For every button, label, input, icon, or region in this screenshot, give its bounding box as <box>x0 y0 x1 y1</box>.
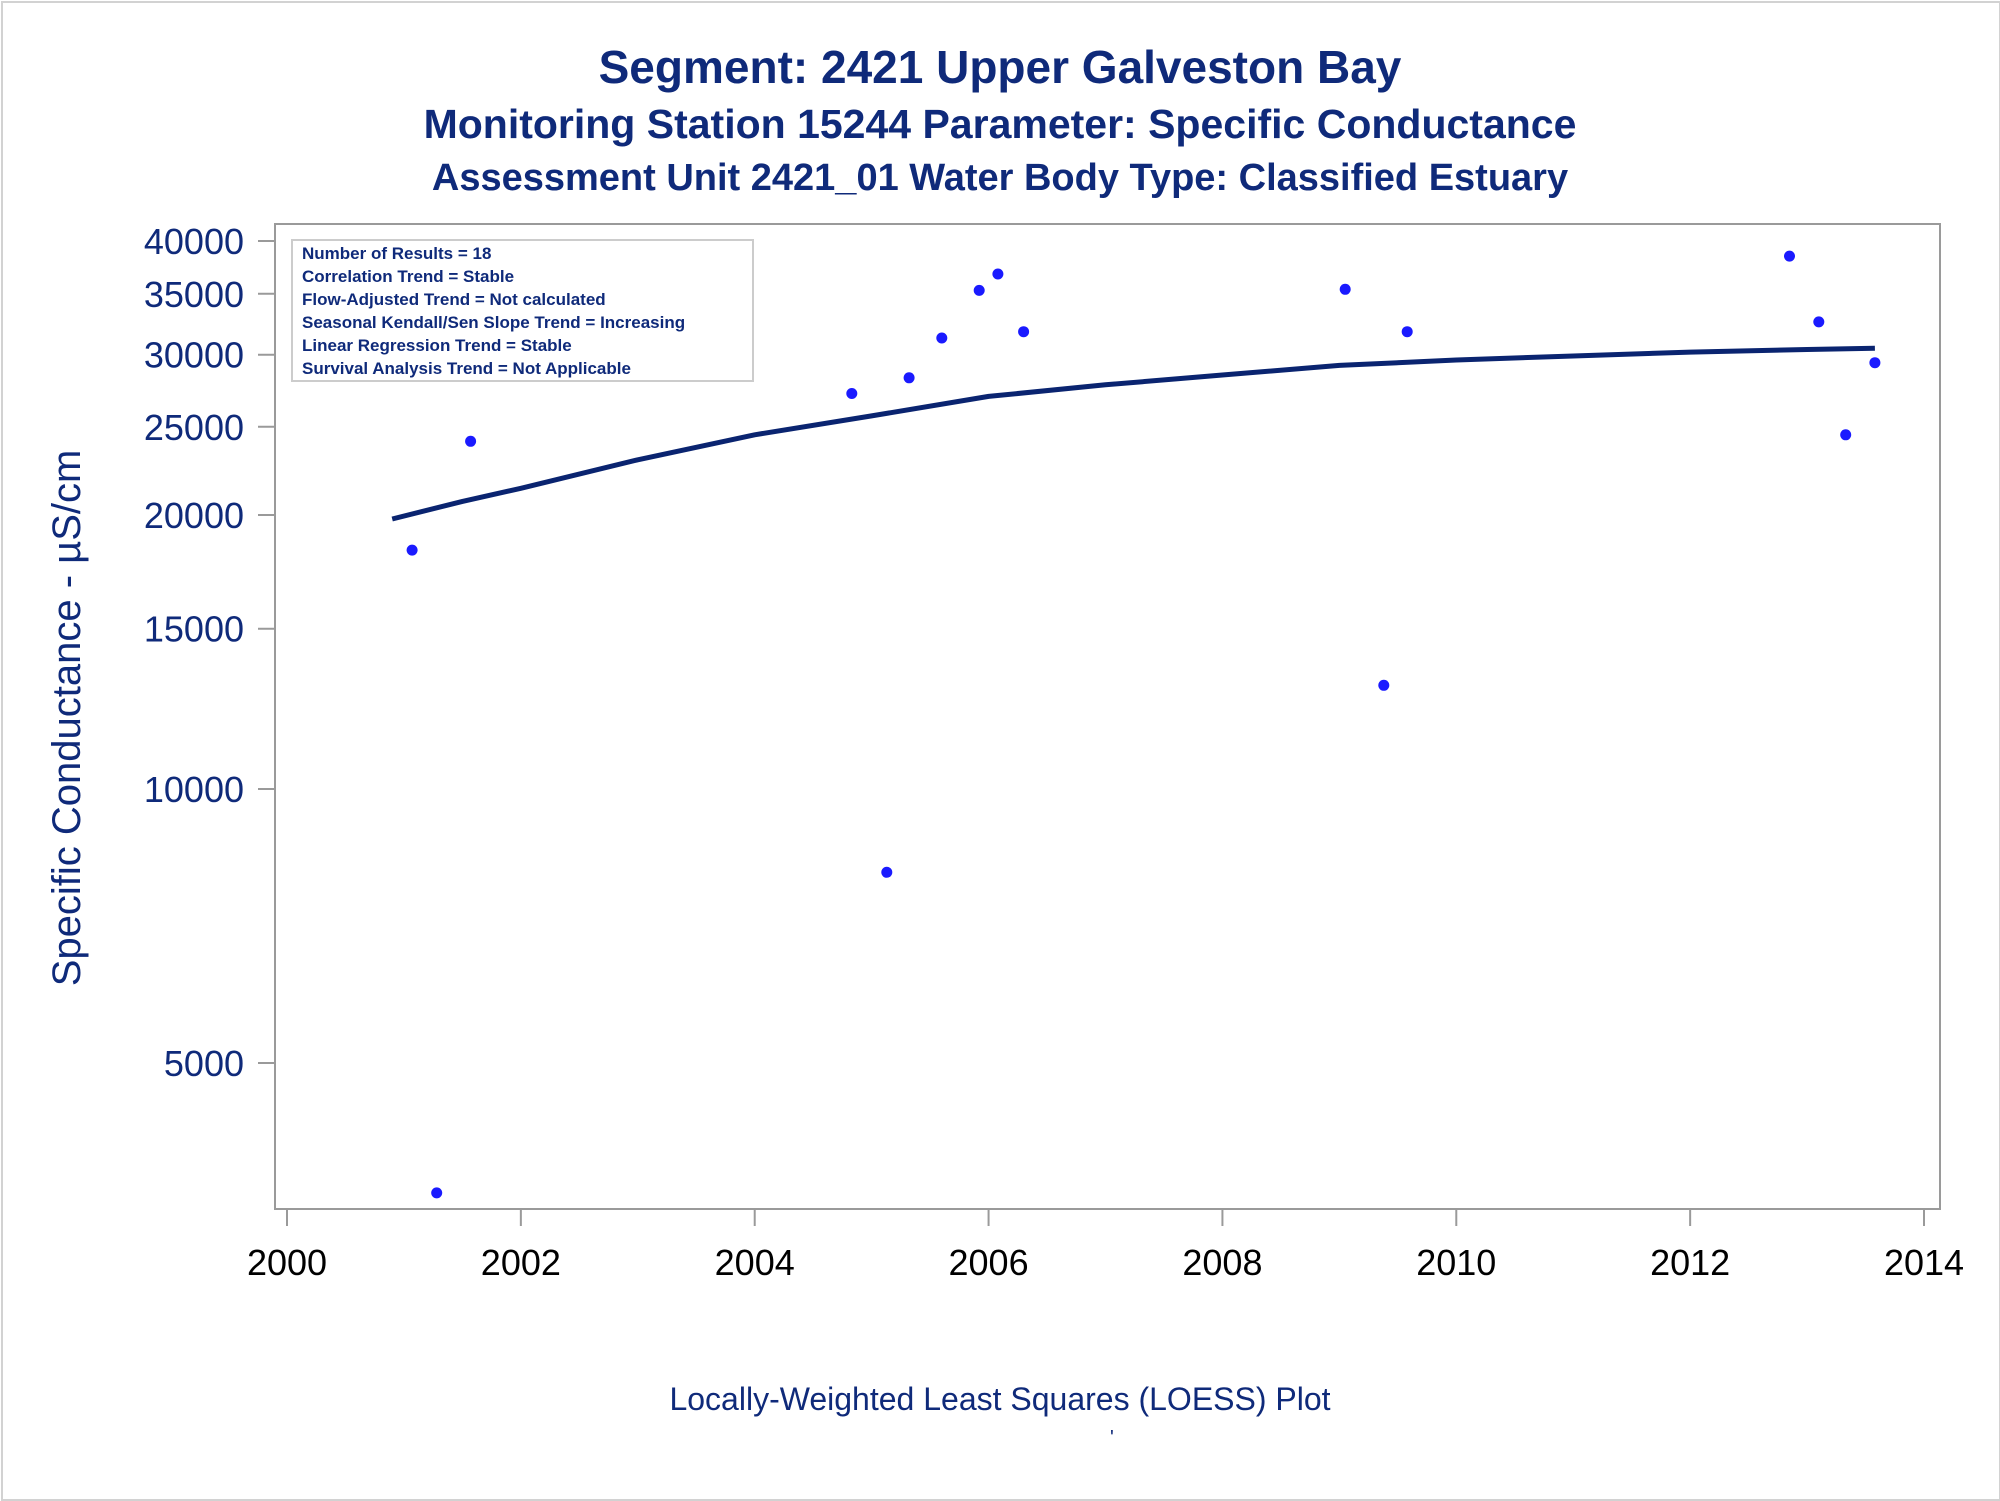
stats-line-results: Number of Results = 18 <box>302 244 491 263</box>
chart-subtitle-2: Assessment Unit 2421_01 Water Body Type:… <box>431 157 1569 199</box>
data-point <box>1869 357 1881 369</box>
x-tick-label: 2014 <box>1884 1242 1964 1283</box>
x-tick-label: 2000 <box>247 1242 327 1283</box>
data-point <box>903 372 915 384</box>
stats-line-flow-adjusted: Flow-Adjusted Trend = Not calculated <box>302 290 606 309</box>
y-tick-label: 30000 <box>144 335 244 376</box>
y-tick-label: 20000 <box>144 495 244 536</box>
x-tick-label: 2006 <box>949 1242 1029 1283</box>
stats-line-survival: Survival Analysis Trend = Not Applicable <box>302 359 631 378</box>
stats-box-border <box>291 239 754 382</box>
data-points <box>386 250 1881 1199</box>
data-point <box>465 435 477 447</box>
plot-area <box>274 223 1941 1210</box>
x-tick-label: 2012 <box>1650 1242 1730 1283</box>
y-tick-label: 35000 <box>144 274 244 315</box>
stats-line-seasonal-kendall: Seasonal Kendall/Sen Slope Trend = Incre… <box>302 313 685 332</box>
data-point <box>1784 250 1795 262</box>
x-tick-label: 2008 <box>1182 1242 1262 1283</box>
chart-subtitle: Monitoring Station 15244 Parameter: Spec… <box>423 101 1577 147</box>
data-point <box>1339 283 1351 295</box>
data-point <box>846 388 858 399</box>
chart-title: Segment: 2421 Upper Galveston Bay <box>598 41 1402 93</box>
data-point <box>1018 326 1030 338</box>
data-point <box>1401 326 1413 338</box>
data-point <box>406 544 418 556</box>
data-point <box>936 332 948 344</box>
data-point <box>1813 316 1825 328</box>
stats-line-linear-regression: Linear Regression Trend = Stable <box>302 336 572 355</box>
plot-caption: Locally-Weighted Least Squares (LOESS) P… <box>669 1381 1331 1417</box>
x-axis: 2000 2002 2004 2006 2008 2010 2012 2014 <box>247 1209 1964 1283</box>
loess-line-path <box>391 345 1875 522</box>
footnote-mark: ' <box>1110 1427 1114 1449</box>
y-tick-label: 10000 <box>144 769 244 810</box>
x-tick-label: 2002 <box>481 1242 561 1283</box>
y-axis-label: Specific Conductance - µS/cm <box>45 450 89 987</box>
data-point <box>881 866 893 878</box>
stats-line-correlation: Correlation Trend = Stable <box>302 267 514 286</box>
y-tick-label: 5000 <box>164 1043 244 1084</box>
data-point <box>1378 679 1390 691</box>
data-point <box>431 1187 443 1199</box>
y-tick-label: 15000 <box>144 609 244 650</box>
data-point <box>1840 429 1852 441</box>
y-tick-label: 40000 <box>144 221 244 262</box>
loess-fit-line <box>391 345 1875 522</box>
data-point <box>973 284 985 296</box>
y-axis: 5000 10000 15000 20000 25000 30000 35000 40000 <box>144 221 275 1084</box>
x-tick-label: 2010 <box>1416 1242 1496 1283</box>
y-tick-label: 25000 <box>144 407 244 448</box>
stats-box: Number of Results = 18 Correlation Trend… <box>291 239 754 382</box>
x-tick-label: 2004 <box>715 1242 795 1283</box>
data-point <box>992 268 1004 280</box>
